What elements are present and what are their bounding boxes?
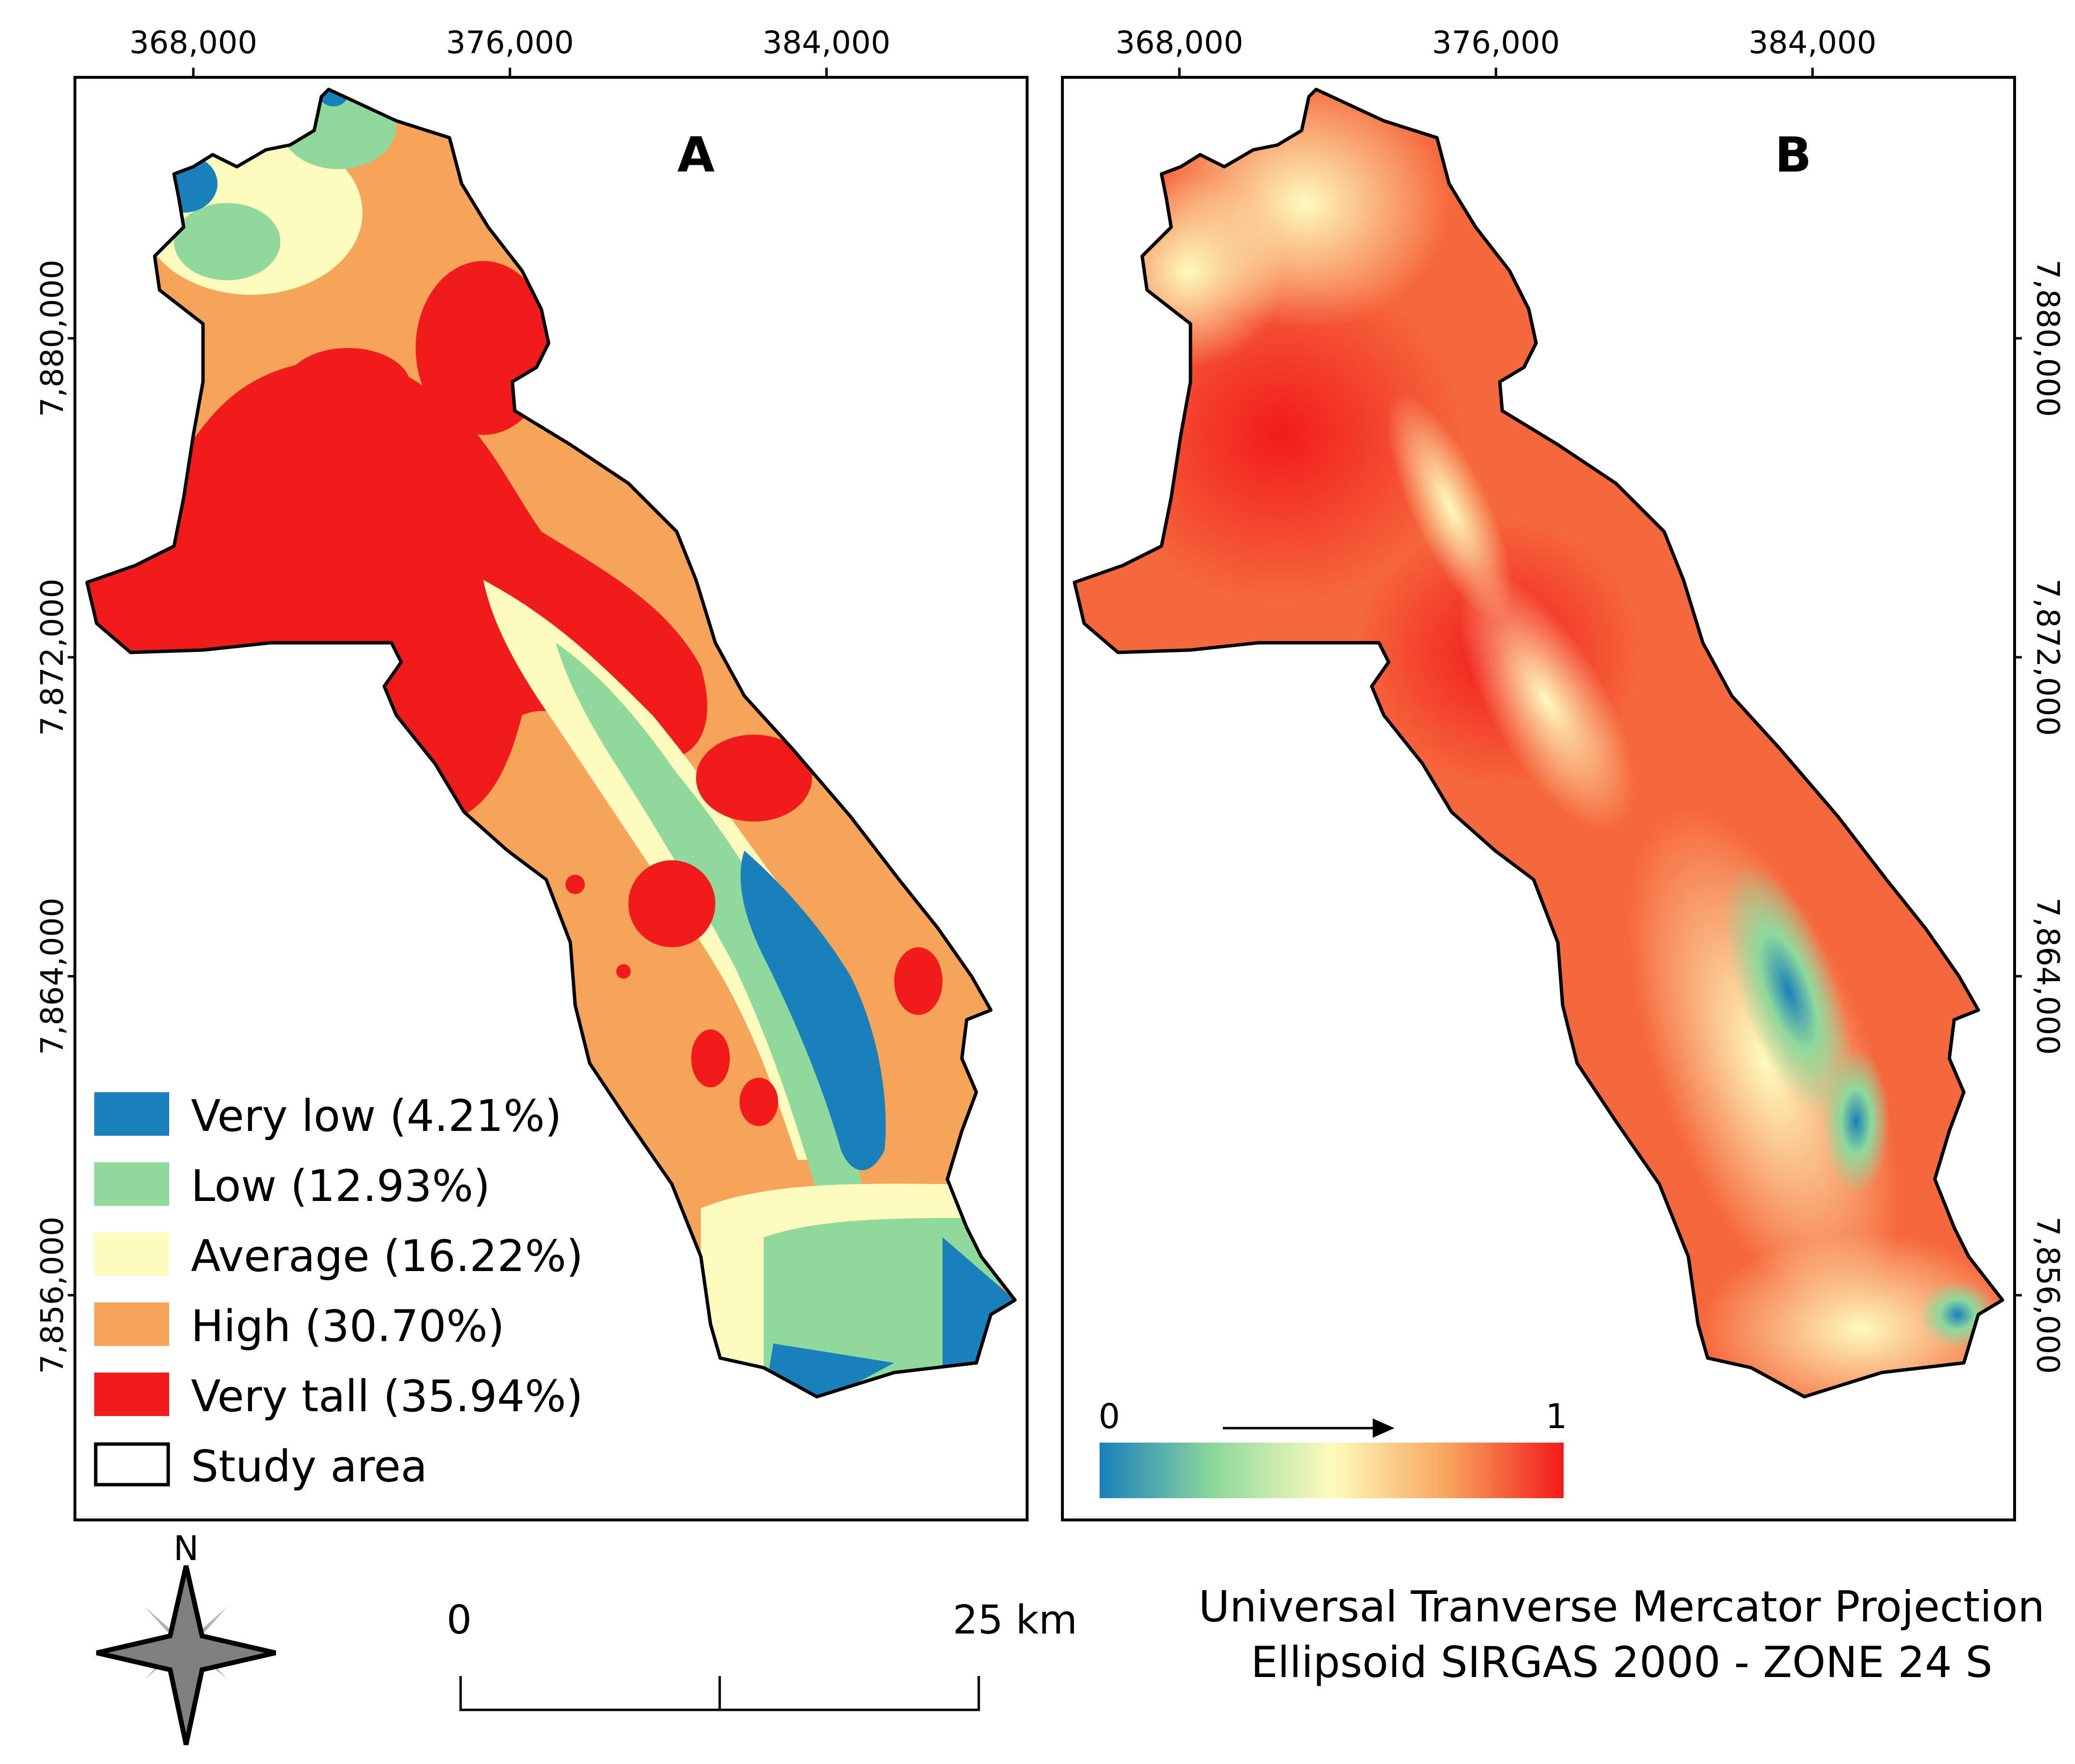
legend-swatch-very-low <box>94 1092 169 1136</box>
y-tick-marks <box>68 337 2022 1297</box>
legend-swatch-average <box>94 1232 169 1276</box>
legend-swatch-study-area <box>94 1442 170 1487</box>
projection-line-2: Ellipsoid SIRGAS 2000 - ZONE 24 S <box>1251 1637 1992 1687</box>
x-tick-b-3: 384,000 <box>1749 25 1877 61</box>
y-tick-b-4: 7,856,000 <box>2030 1216 2065 1374</box>
x-tick-b-2: 376,000 <box>1432 25 1560 61</box>
y-tick-a-1: 7,880,000 <box>35 260 71 417</box>
north-label: N <box>174 1529 199 1568</box>
panel-b-letter: B <box>1775 127 1812 183</box>
legend-a: Very low (4.21%) Low (12.93%) Average (1… <box>94 1091 583 1492</box>
x-tick-a-3: 384,000 <box>763 25 891 61</box>
scale-end-label: 25 km <box>953 1597 1077 1643</box>
legend-label-very-tall: Very tall (35.94%) <box>191 1371 583 1422</box>
y-tick-b-1: 7,880,000 <box>2030 260 2065 417</box>
legend-label-high: High (30.70%) <box>191 1301 505 1352</box>
x-tick-a-1: 368,000 <box>130 25 258 61</box>
panel-a-letter: A <box>677 127 714 183</box>
x-tick-b-1: 368,000 <box>1116 25 1244 61</box>
legend-swatch-very-tall <box>94 1373 169 1416</box>
y-tick-a-2: 7,872,000 <box>35 578 71 736</box>
x-tick-marks <box>192 68 1814 77</box>
x-tick-a-2: 376,000 <box>446 25 574 61</box>
legend-b: 0 1 <box>1099 1397 1567 1498</box>
y-tick-a-4: 7,856,000 <box>35 1216 71 1374</box>
legend-label-study-area: Study area <box>191 1441 427 1492</box>
ramp-max-label: 1 <box>1546 1397 1567 1436</box>
ramp-arrowhead-icon <box>1373 1418 1394 1438</box>
scale-bar: 0 25 km <box>447 1597 1077 1711</box>
color-ramp <box>1100 1443 1564 1498</box>
y-tick-b-3: 7,864,000 <box>2030 897 2065 1055</box>
legend-label-average: Average (16.22%) <box>191 1231 583 1282</box>
scale-start-label: 0 <box>447 1597 472 1643</box>
ramp-min-label: 0 <box>1099 1397 1120 1436</box>
y-tick-b-2: 7,872,000 <box>2030 578 2065 736</box>
y-tick-a-3: 7,864,000 <box>35 897 71 1055</box>
legend-swatch-high <box>94 1302 169 1346</box>
projection-line-1: Universal Tranverse Mercator Projection <box>1199 1582 2045 1632</box>
legend-swatch-low <box>94 1162 169 1206</box>
legend-label-very-low: Very low (4.21%) <box>191 1091 562 1142</box>
legend-label-low: Low (12.93%) <box>191 1161 490 1212</box>
north-arrow-icon: N <box>96 1529 276 1746</box>
